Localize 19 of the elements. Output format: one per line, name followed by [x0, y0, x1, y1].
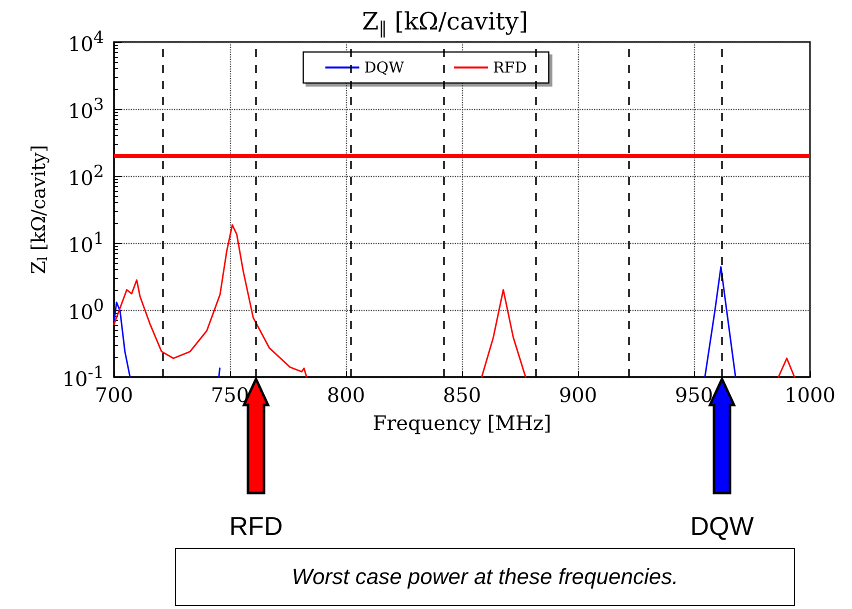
y-tick-label: 10$^{0}$: [68, 296, 104, 324]
y-tick-label: 10$^{4}$: [68, 28, 104, 56]
note-box: Worst case power at these frequencies.: [175, 548, 795, 606]
legend-label: DQW: [364, 58, 405, 76]
x-tick-label: 800: [326, 383, 366, 407]
text: DQW: [690, 511, 754, 542]
y-tick-label: 10$^{3}$: [68, 95, 104, 123]
x-tick-label: 1000: [784, 383, 836, 407]
y-axis-title: Zl [kΩ/cavity]: [28, 144, 51, 274]
x-tick-label: 850: [442, 383, 482, 407]
x-tick-label: 750: [210, 383, 250, 407]
x-tick-label: 950: [674, 383, 714, 407]
y-tick-label: 10$^{1}$: [68, 229, 104, 257]
x-tick-label: 900: [558, 383, 598, 407]
x-axis-title: Frequency [MHz]: [372, 411, 552, 435]
y-tick-label: 10$^{2}$: [68, 162, 104, 190]
text: RFD: [229, 511, 283, 542]
legend-label: RFD: [493, 58, 527, 76]
chart-title: Z‖ [kΩ/cavity]: [362, 8, 528, 38]
